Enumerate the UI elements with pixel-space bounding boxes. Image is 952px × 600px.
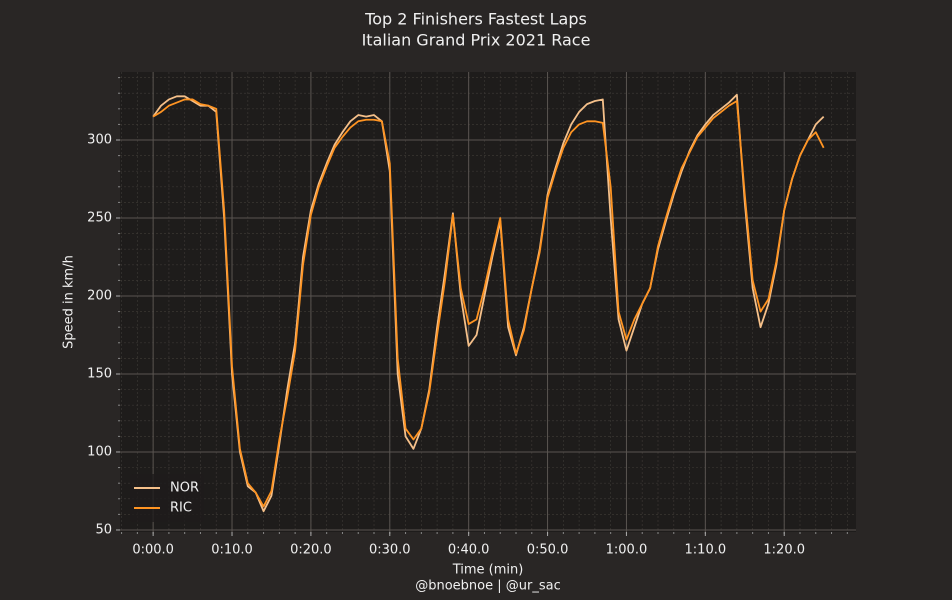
x-tick-label: 0:10.0 (211, 543, 253, 558)
series-line (152, 93, 825, 513)
x-tick-label: 1:00.0 (606, 543, 648, 558)
chart-title: Top 2 Finishers Fastest Laps (364, 10, 587, 29)
x-tick-label: 0:20.0 (290, 543, 332, 558)
plot-area (120, 72, 856, 532)
series-line (152, 98, 825, 508)
caption: @bnoebnoe | @ur_sac (415, 579, 561, 594)
x-tick-label: 1:20.0 (763, 543, 805, 558)
y-tick-label: 150 (87, 366, 112, 381)
y-tick-label: 300 (87, 133, 112, 148)
legend-box (130, 474, 204, 522)
y-tick-label: 250 (87, 211, 112, 226)
y-tick-label: 100 (87, 444, 112, 459)
x-tick-label: 0:00.0 (132, 543, 174, 558)
x-tick-label: 0:40.0 (448, 543, 490, 558)
x-tick-label: 0:30.0 (369, 543, 411, 558)
x-tick-label: 1:10.0 (685, 543, 727, 558)
y-axis-label: Speed in km/h (62, 255, 77, 349)
legend-label: NOR (170, 481, 199, 496)
x-axis-label: Time (min) (452, 563, 524, 578)
y-tick-label: 50 (95, 522, 112, 537)
chart-subtitle: Italian Grand Prix 2021 Race (362, 31, 591, 50)
legend-label: RIC (170, 501, 192, 516)
y-tick-label: 200 (87, 288, 112, 303)
x-tick-label: 0:50.0 (527, 543, 569, 558)
